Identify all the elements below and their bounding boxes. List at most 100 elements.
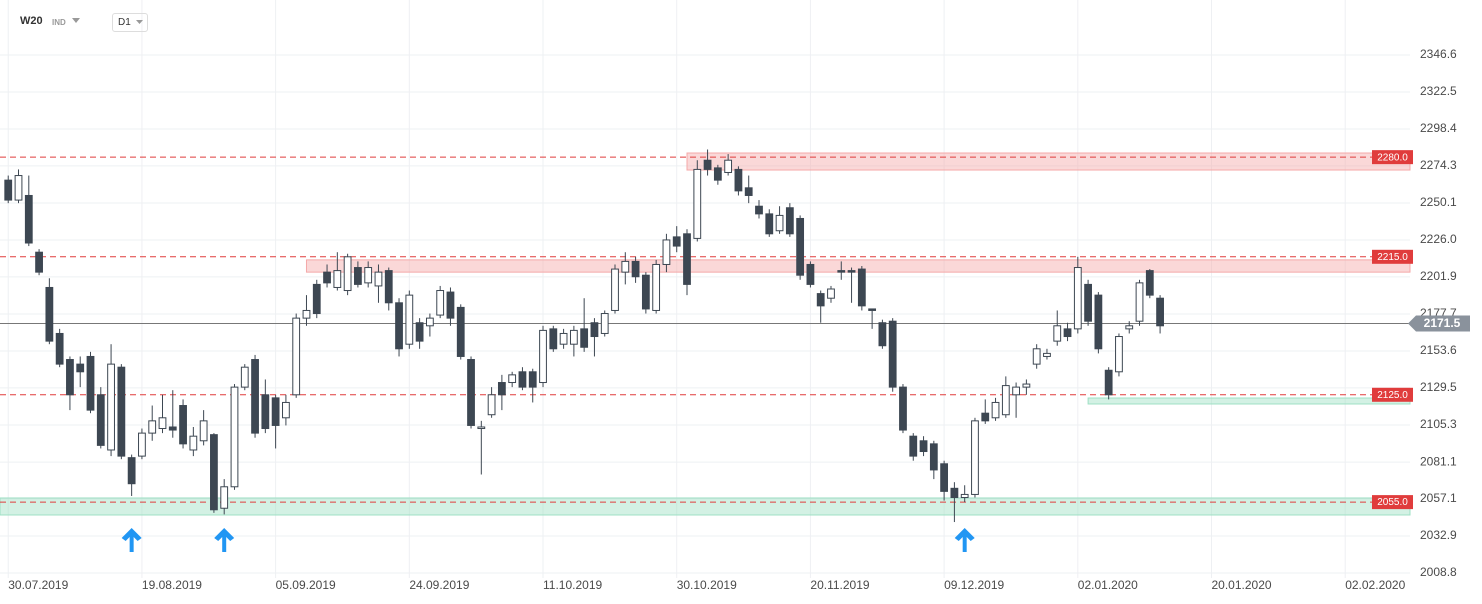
- y-tick-label: 2129.5: [1420, 380, 1457, 394]
- candle-body: [45, 286, 54, 342]
- candle-body: [1135, 282, 1144, 322]
- candle-body: [971, 420, 979, 495]
- candle-body: [1156, 297, 1164, 327]
- x-tick-label: 11.10.2019: [543, 578, 602, 592]
- candle-body: [827, 288, 835, 299]
- candle-body: [1001, 385, 1010, 416]
- candle-body: [138, 432, 146, 457]
- level-tag: [1372, 249, 1413, 264]
- candle-body: [1032, 348, 1041, 365]
- dropdown-caret[interactable]: [72, 18, 80, 24]
- candle-body: [857, 268, 866, 307]
- zone: [686, 152, 1411, 171]
- candle-body: [713, 167, 722, 181]
- candle-body: [539, 329, 547, 384]
- candle-body: [168, 426, 177, 431]
- x-tick-label: 19.08.2019: [142, 578, 202, 592]
- candle-body: [1063, 328, 1072, 338]
- arrow-up: [214, 528, 235, 552]
- candle-body: [1084, 283, 1092, 322]
- y-tick-label: 2322.5: [1420, 84, 1457, 98]
- candle-body: [569, 329, 578, 345]
- dropdown-caret: [136, 20, 143, 24]
- candle-body: [734, 168, 743, 192]
- candle-body: [107, 363, 115, 451]
- interval-select[interactable]: D1: [112, 13, 148, 32]
- level-tag: [1372, 387, 1413, 402]
- candle-body: [76, 363, 85, 373]
- y-tick-label: 2250.1: [1420, 195, 1457, 209]
- candle-body: [590, 322, 599, 338]
- candle-body: [179, 405, 187, 445]
- candle-body: [456, 306, 465, 357]
- arrow-up: [121, 528, 142, 552]
- candle-body: [518, 371, 527, 388]
- candle-body: [693, 168, 702, 239]
- candle-body: [909, 435, 918, 457]
- candle-body: [631, 260, 640, 278]
- level-label: 2215.0: [1377, 252, 1408, 263]
- candle-body: [765, 213, 774, 235]
- candle-body: [395, 302, 403, 350]
- candle-body: [1012, 386, 1020, 396]
- candle-body: [374, 271, 383, 287]
- candle-body: [950, 487, 959, 499]
- candle-body: [724, 159, 733, 173]
- x-tick-label: 20.01.2020: [1212, 578, 1272, 592]
- candle-body: [230, 386, 239, 488]
- candle-body: [55, 332, 64, 365]
- symbol[interactable]: W20: [20, 15, 43, 27]
- candle-body: [148, 420, 157, 434]
- last-price-tag: [1408, 315, 1470, 332]
- candle-body: [1104, 369, 1113, 396]
- candle-body: [683, 233, 691, 285]
- candle-body: [991, 401, 1000, 419]
- candle-body: [271, 397, 280, 426]
- candle-body: [785, 207, 794, 235]
- candle-body: [621, 260, 630, 273]
- candle-body: [302, 309, 311, 319]
- candle-body: [919, 440, 928, 453]
- level-tag: [1372, 495, 1413, 510]
- candle-body: [199, 420, 208, 442]
- candle-body: [487, 394, 496, 416]
- y-tick-label: 2298.4: [1420, 121, 1457, 135]
- candle-body: [158, 417, 167, 430]
- candle-body: [559, 332, 568, 345]
- candle-body: [497, 382, 506, 396]
- y-tick-label: 2346.6: [1420, 47, 1457, 61]
- market: IND: [52, 18, 66, 27]
- y-tick-label: 2057.1: [1420, 491, 1457, 505]
- candle-body: [24, 194, 33, 244]
- candle-body: [662, 239, 671, 265]
- candle-body: [405, 294, 414, 345]
- candle-body: [796, 217, 805, 276]
- y-tick-label: 2105.3: [1420, 417, 1457, 431]
- candle-body: [868, 308, 877, 311]
- candle-body: [549, 328, 558, 350]
- candle-body: [775, 214, 784, 232]
- candle-body: [1022, 383, 1031, 388]
- candle-body: [467, 359, 475, 426]
- candle-body: [35, 251, 43, 273]
- candle-body: [1053, 325, 1062, 342]
- candle-body: [117, 366, 126, 457]
- candle-body: [343, 256, 352, 292]
- candle-body: [1115, 336, 1123, 373]
- candle-body: [436, 290, 445, 316]
- candle-body: [127, 457, 136, 485]
- x-tick-label: 09.12.2019: [944, 578, 1004, 592]
- candle-body: [847, 270, 856, 273]
- candle-body: [611, 268, 619, 311]
- x-tick-label: 05.09.2019: [276, 578, 336, 592]
- level-label: 2125.0: [1377, 390, 1408, 401]
- candle-body: [189, 435, 198, 451]
- candle-body: [354, 267, 362, 285]
- candle-body: [14, 175, 23, 201]
- candle-body: [528, 371, 537, 388]
- candle-body: [66, 359, 74, 396]
- candle-body: [580, 328, 589, 348]
- candle-body: [641, 274, 650, 310]
- candle-body: [4, 179, 13, 201]
